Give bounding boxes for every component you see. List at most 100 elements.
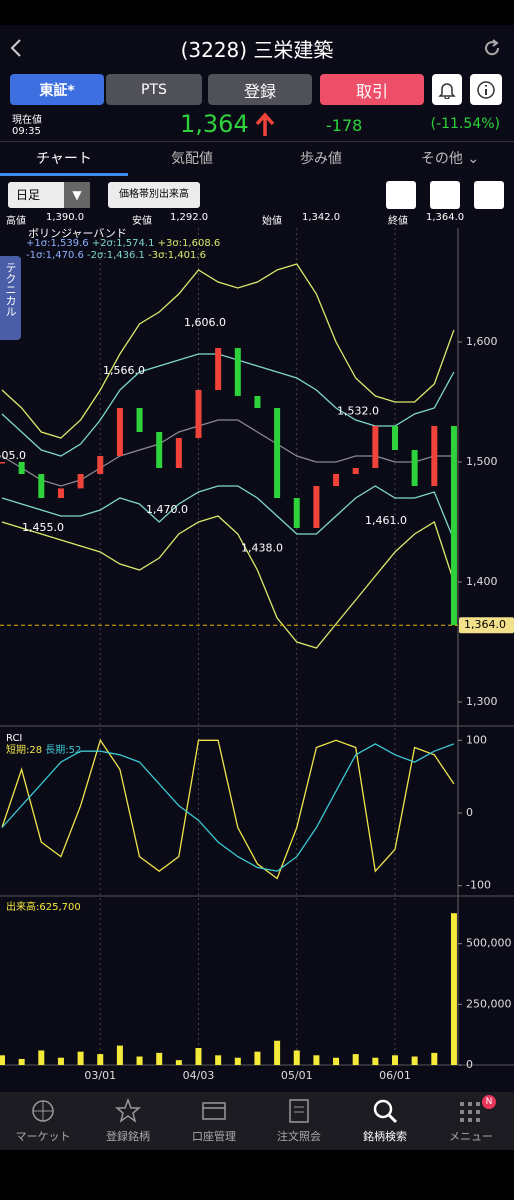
nav-icons: [32, 1098, 480, 1124]
legend-item: +1σ:1,539.6: [26, 238, 89, 249]
y-tick-label: 1,400: [466, 575, 498, 588]
y-tick-label: 0: [466, 1058, 473, 1071]
y-tick-label: 0: [466, 806, 473, 819]
nav-item[interactable]: 登録銘柄: [106, 1130, 150, 1143]
volume-bar: [156, 1052, 163, 1065]
volume-bar: [431, 1052, 438, 1065]
period: 日足: [16, 188, 41, 202]
action-button[interactable]: 登録: [208, 74, 312, 105]
alert-button[interactable]: [432, 74, 462, 105]
up-arrow: [255, 112, 275, 136]
price-annotation: 1,566.0: [103, 364, 145, 377]
market-button[interactable]: 東証*: [10, 74, 104, 105]
quote-time: 09:35: [12, 126, 41, 137]
candle: [97, 456, 104, 474]
side-tab[interactable]: テクニカル: [0, 256, 21, 340]
nav-item[interactable]: メニュー: [449, 1130, 493, 1143]
change-pct: (-11.54%): [430, 116, 500, 132]
x-tick-label: 04/03: [183, 1069, 215, 1082]
back-button[interactable]: [8, 38, 24, 58]
volume-bar: [136, 1056, 143, 1065]
nav-item[interactable]: 注文照会: [277, 1130, 321, 1143]
volume-bar: [77, 1051, 84, 1065]
legend-item: 長期:52: [45, 745, 82, 756]
y-tick-label: 1,600: [466, 335, 498, 348]
candle: [0, 462, 5, 464]
line-series: [1, 263, 455, 439]
line-series: [1, 419, 454, 487]
volume-bar: [97, 1054, 104, 1065]
ohlc-value: 1,390.0: [46, 212, 85, 223]
tab-underline: [0, 173, 128, 176]
volume-bar: [352, 1054, 359, 1065]
tab[interactable]: 歩み値: [300, 151, 342, 167]
price-annotation: 1,461.0: [365, 514, 407, 527]
candle: [392, 426, 398, 450]
candle: [372, 426, 379, 468]
candle: [215, 348, 222, 390]
candle: [156, 432, 163, 468]
volume-bar: [274, 1040, 281, 1065]
volume-bar: [175, 1060, 182, 1065]
volume-bar: [234, 1057, 241, 1065]
legend-item: -1σ:1,470.6: [26, 250, 84, 261]
market-button[interactable]: PTS: [106, 74, 202, 105]
candle: [18, 462, 25, 474]
line-series: [1, 485, 455, 541]
divider: [0, 141, 514, 142]
tab-label: その他: [420, 151, 463, 167]
info-button[interactable]: [470, 74, 502, 105]
volume-profile-button[interactable]: 価格帯別出来高: [108, 182, 200, 208]
action-button[interactable]: 取引: [320, 74, 424, 105]
x-tick-label: 05/01: [281, 1069, 313, 1082]
candle: [313, 486, 320, 528]
nav-item[interactable]: マーケット: [15, 1130, 71, 1143]
badge: N: [482, 1095, 496, 1109]
legend-item: +3σ:1,608.6: [157, 238, 221, 249]
legend-item: 短期:28: [6, 745, 43, 756]
candle: [234, 348, 241, 396]
candle: [77, 474, 84, 489]
price-annotation: 1,455.0: [22, 521, 64, 534]
volume-title: 出来高:625,700: [6, 902, 81, 913]
y-tick-label: 250,000: [466, 997, 512, 1010]
change: -178: [326, 116, 363, 135]
candle: [450, 426, 457, 626]
candle: [175, 438, 182, 468]
legend-row: -1σ:1,470.6 -2σ:1,436.1 -3σ:1,401.6: [26, 250, 206, 261]
tab[interactable]: チャート: [36, 151, 92, 167]
ohlc-value: 1,342.0: [302, 212, 341, 223]
y-tick-label: 100: [466, 733, 487, 746]
rci-title: RCI: [6, 733, 23, 744]
candle: [352, 468, 359, 474]
candle: [195, 390, 202, 438]
candle: [254, 396, 261, 408]
current-price-label: 1,364.0: [464, 618, 506, 631]
candle: [274, 408, 281, 498]
nav-item[interactable]: 口座管理: [192, 1130, 236, 1143]
draw-button[interactable]: [474, 181, 504, 209]
volume-bar: [0, 1055, 5, 1065]
candle: [293, 498, 300, 528]
x-tick-label: 06/01: [379, 1069, 411, 1082]
price-annotation: 1,505.0: [0, 449, 26, 462]
line-series: [1, 353, 455, 457]
volume-bar: [57, 1057, 64, 1065]
expand-button[interactable]: [386, 181, 416, 209]
tab[interactable]: その他 ⌄: [420, 151, 480, 167]
tab[interactable]: 気配値: [171, 151, 213, 167]
nav-item[interactable]: 銘柄検索: [363, 1130, 407, 1143]
line-series: [1, 515, 455, 649]
volume-bar: [215, 1055, 222, 1065]
x-tick-label: 03/01: [84, 1069, 116, 1082]
refresh-button[interactable]: [482, 38, 502, 58]
y-tick-label: 1,300: [466, 695, 498, 708]
y-tick-label: 500,000: [466, 937, 512, 950]
grid-button[interactable]: [430, 181, 460, 209]
ohlc-label: 高値: [6, 216, 26, 227]
bottom-nav: [0, 1092, 514, 1150]
title: (3228) 三栄建築: [180, 38, 334, 62]
period-select[interactable]: 日足 ▼: [8, 182, 90, 208]
candle: [411, 450, 418, 486]
